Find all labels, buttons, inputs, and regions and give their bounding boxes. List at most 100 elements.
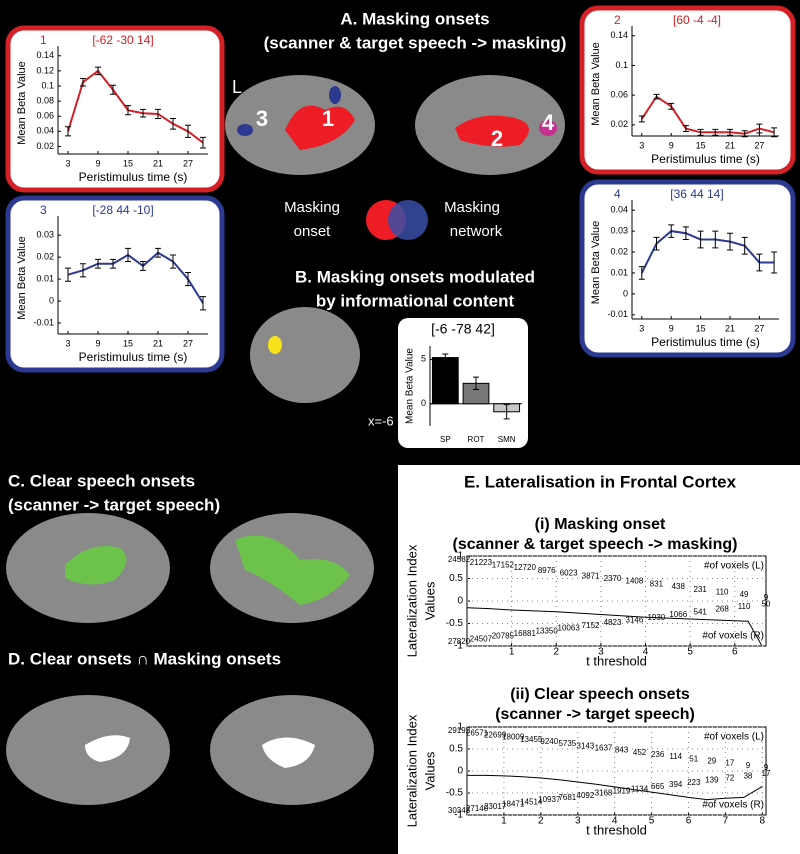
x-tick-label: SP (440, 435, 451, 444)
voxel-count: 8976 (538, 566, 556, 575)
x-tick-label: 21 (725, 140, 735, 150)
voxel-count: 14514 (520, 797, 543, 806)
voxel-count: 236 (651, 750, 665, 759)
x-tick-label: 3 (639, 323, 644, 333)
voxel-count: 231 (694, 585, 708, 594)
voxel-count: 110 (716, 588, 729, 597)
voxel-count: 1930 (647, 613, 665, 622)
blob (235, 535, 350, 605)
error-bar (95, 66, 101, 76)
y-tick-label: -0.5 (446, 618, 464, 629)
annotation: #of voxels (L) (704, 561, 764, 572)
x-axis-label: t threshold (586, 822, 647, 837)
voxel-count: 16881 (514, 629, 537, 638)
voxel-count: 4092 (577, 791, 595, 800)
y-axis-label: Values (422, 751, 437, 790)
data-line (67, 251, 204, 304)
error-bar (140, 108, 146, 118)
voxel-count: 17 (725, 759, 734, 768)
x-tick-label: 21 (153, 338, 163, 348)
voxel-count: 3871 (582, 571, 600, 580)
voxel-count: 1637 (595, 744, 613, 753)
error-bar (155, 247, 161, 258)
bar (431, 357, 459, 405)
data-line (466, 607, 762, 646)
x-tick-label: 27 (183, 338, 193, 348)
y-tick-label: 0 (457, 596, 463, 607)
error-bar (771, 127, 778, 138)
y-tick-label: 0.02 (610, 246, 628, 256)
x-tick-label: 9 (95, 158, 100, 168)
error-bar (727, 232, 733, 251)
voxel-count: 30343 (448, 806, 471, 815)
x-tick-label: 15 (123, 338, 133, 348)
annotation: #of voxels (R) (702, 631, 764, 642)
y-tick-label: 1 (457, 722, 463, 733)
heading: D. Clear onsets ∩ Masking onsets (8, 649, 281, 668)
error-bar (741, 130, 748, 138)
error-bar (170, 117, 176, 130)
y-tick-label: 0.01 (36, 273, 54, 283)
voxel-count: 9 (746, 761, 751, 770)
voxel-count: 12720 (514, 563, 537, 572)
y-axis-label: Mean Beta Value (16, 61, 28, 145)
voxel-count: 665 (651, 782, 665, 791)
x-tick-label: 6 (686, 816, 692, 827)
error-bar (638, 115, 645, 123)
error-bar (668, 224, 675, 238)
x-tick-label: 4 (643, 647, 649, 658)
y-tick-label: 0.03 (36, 230, 54, 240)
chart-title: [-62 -30 14] (92, 33, 153, 47)
voxel-count: 452 (633, 748, 647, 757)
voxel-count: 23017 (484, 802, 507, 811)
voxel-count: 268 (715, 605, 729, 614)
error-bar (80, 263, 86, 278)
y-tick-label: 0.1 (615, 60, 628, 70)
x-tick-label: 9 (669, 323, 674, 333)
x-tick-label: ROT (468, 435, 485, 444)
voxel-count: 7681 (558, 793, 576, 802)
voxel-count: 49 (740, 590, 749, 599)
x-tick-label: 5 (687, 647, 693, 658)
x-tick-label: 3 (598, 647, 604, 658)
legend-label: onset (294, 223, 332, 240)
error-bar (65, 126, 71, 137)
blob (329, 86, 341, 104)
blob (85, 735, 130, 762)
y-tick-label: 0.02 (36, 141, 54, 151)
voxel-count: 139 (705, 776, 719, 785)
chart-subtitle: (scanner & target speech -> masking) (453, 536, 738, 553)
voxel-count: 29192 (448, 726, 471, 735)
y-tick-label: 0.1 (41, 80, 54, 90)
y-tick-label: 0 (623, 288, 628, 298)
error-bar (185, 272, 191, 287)
voxel-count: 38 (743, 771, 752, 780)
error-bar (170, 254, 176, 269)
x-tick-label: 27 (754, 140, 764, 150)
heading: by informational content (316, 291, 515, 310)
blob (262, 737, 315, 768)
chart-subtitle: (scanner -> target speech) (495, 706, 695, 723)
error-bar (682, 125, 689, 133)
y-axis-label: Mean Beta Value (590, 42, 602, 126)
voxel-count: 541 (694, 607, 708, 616)
error-bar (110, 84, 116, 95)
annotation: #of voxels (L) (704, 732, 764, 743)
x-tick-label: 3 (639, 140, 644, 150)
panel-e-background (398, 465, 800, 854)
y-tick-label: 0.12 (36, 65, 54, 75)
annotation: #of voxels (R) (702, 800, 764, 811)
error-bar (442, 353, 449, 362)
error-bar (771, 251, 778, 274)
voxel-count: 438 (672, 582, 686, 591)
error-bar (140, 261, 146, 271)
error-bar (653, 93, 660, 100)
heading: A. Masking onsets (340, 9, 489, 28)
y-tick-label: 0.02 (36, 252, 54, 262)
chart-title: (i) Masking onset (535, 516, 666, 533)
error-bar (668, 102, 675, 110)
voxel-count: 2370 (604, 574, 622, 583)
y-tick-label: -0.01 (607, 309, 628, 319)
legend-label: network (450, 223, 503, 240)
